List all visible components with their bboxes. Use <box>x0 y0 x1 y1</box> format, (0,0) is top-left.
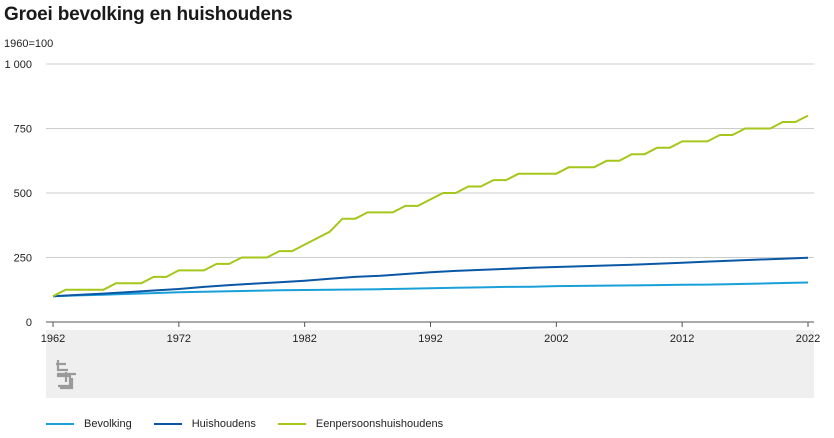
x-tick-label: 1982 <box>292 333 316 345</box>
series-line-eenpersoonshuishoudens <box>52 114 809 298</box>
series-line-bevolking <box>52 281 809 298</box>
line-chart: 0 250 500 750 1 000 1962 1972 1982 1992 2002 2012… <box>4 59 820 398</box>
x-tick-label: 1992 <box>418 333 442 345</box>
cbs-logo-icon <box>56 360 76 390</box>
series-line-huishoudens <box>52 256 809 298</box>
legend-item: Huishoudens <box>153 418 256 430</box>
y-tick-label: 1 000 <box>4 59 32 71</box>
x-tick-label: 2022 <box>796 333 820 345</box>
footer-panel <box>46 330 814 398</box>
legend-label: Bevolking <box>84 418 132 430</box>
legend-swatch <box>277 423 306 425</box>
legend-label: Eenpersoonshuishoudens <box>315 418 444 430</box>
gridlines <box>46 63 814 323</box>
y-tick-label: 0 <box>26 317 32 329</box>
legend: Bevolking Huishoudens Eenpersoonshuishoude… <box>46 418 443 430</box>
legend-swatch <box>153 423 182 425</box>
legend-label: Huishoudens <box>191 418 256 430</box>
y-axis: 0 250 500 750 1 000 <box>4 59 32 329</box>
legend-swatch <box>46 423 74 425</box>
x-tick-label: 2002 <box>544 333 568 345</box>
x-tick-label: 1972 <box>167 333 191 345</box>
legend-item: Bevolking <box>46 418 132 430</box>
x-axis: 1962 1972 1982 1992 2002 2012 2022 <box>41 322 820 345</box>
y-tick-label: 750 <box>14 124 32 136</box>
legend-item: Eenpersoonshuishoudens <box>277 418 444 430</box>
chart-title: Groei bevolking en huishoudens <box>4 4 293 25</box>
y-axis-unit-label: 1960=100 <box>4 38 54 50</box>
x-tick-label: 1962 <box>41 333 65 345</box>
x-tick-label: 2012 <box>670 333 694 345</box>
series-lines <box>52 114 809 298</box>
y-tick-label: 500 <box>14 188 32 200</box>
y-tick-label: 250 <box>14 253 32 265</box>
